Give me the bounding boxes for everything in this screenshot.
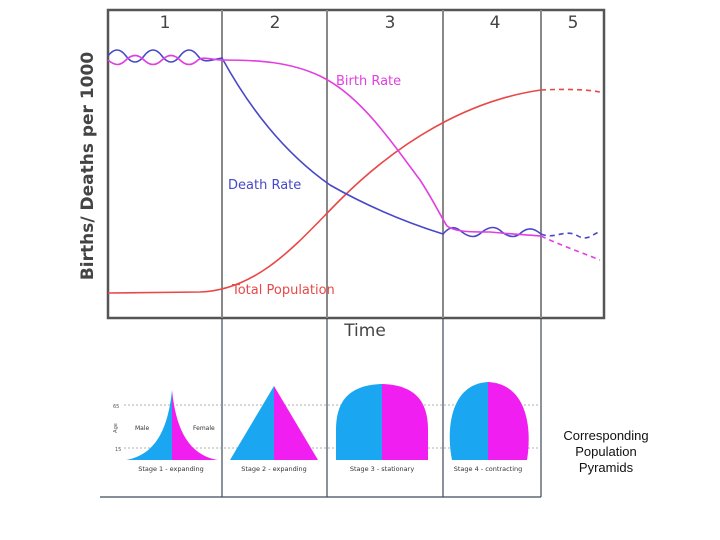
birth-rate-line	[107, 54, 542, 237]
pyramid-male-half	[126, 390, 172, 460]
pyramid-stage-2: Stage 2 - expanding	[230, 386, 318, 473]
side-caption-line: Pyramids	[578, 460, 634, 475]
pyramid-female-half	[172, 390, 218, 460]
pyramid-caption: Stage 2 - expanding	[241, 465, 307, 473]
pyramid-male-half	[449, 382, 488, 460]
pyramid-caption: Stage 1 - expanding	[138, 465, 204, 473]
pyramid-male-label: Male	[135, 425, 150, 432]
birth-rate-projection	[540, 235, 601, 261]
chart-frame	[106, 8, 606, 320]
death-rate-projection	[540, 231, 601, 239]
stage-number: 3	[385, 13, 396, 33]
pyramid-male-half	[230, 386, 274, 460]
death-rate-line	[107, 49, 542, 238]
pyramid-caption: Stage 4 - contracting	[454, 465, 523, 473]
side-caption-line: Corresponding	[563, 428, 649, 443]
death-rate-label: Death Rate	[228, 178, 301, 193]
x-axis-label: Time	[343, 321, 386, 341]
age-tick-65: 65	[113, 404, 119, 410]
pyramid-caption: Stage 3 - stationary	[350, 465, 414, 473]
stage-number: 4	[490, 13, 501, 33]
side-caption-line: Population	[575, 444, 637, 459]
age-tick-15: 15	[115, 447, 121, 453]
pyramid-female-half	[274, 386, 318, 460]
stage-number: 1	[160, 13, 171, 33]
stage-number: 2	[270, 13, 281, 33]
pyramid-female-half	[382, 384, 428, 460]
pyramid-male-half	[336, 384, 382, 460]
pyramid-stage-4: Stage 4 - contracting	[449, 382, 529, 473]
pyramid-female-label: Female	[193, 425, 215, 432]
y-axis-label: Births/ Deaths per 1000	[78, 52, 98, 281]
total-population-projection	[540, 88, 601, 93]
pyramid-female-half	[488, 382, 529, 460]
birth-rate-label: Birth Rate	[336, 74, 401, 89]
pyramid-stage-1: Male Female Stage 1 - expanding	[126, 390, 218, 473]
pyramid-stage-3: Stage 3 - stationary	[336, 384, 428, 473]
age-axis-label: Age	[113, 423, 119, 433]
pyramids-side-caption: Corresponding Population Pyramids	[548, 428, 664, 476]
stage-number: 5	[568, 13, 579, 33]
total-population-label: Total Population	[231, 283, 335, 298]
total-population-line	[107, 89, 542, 294]
